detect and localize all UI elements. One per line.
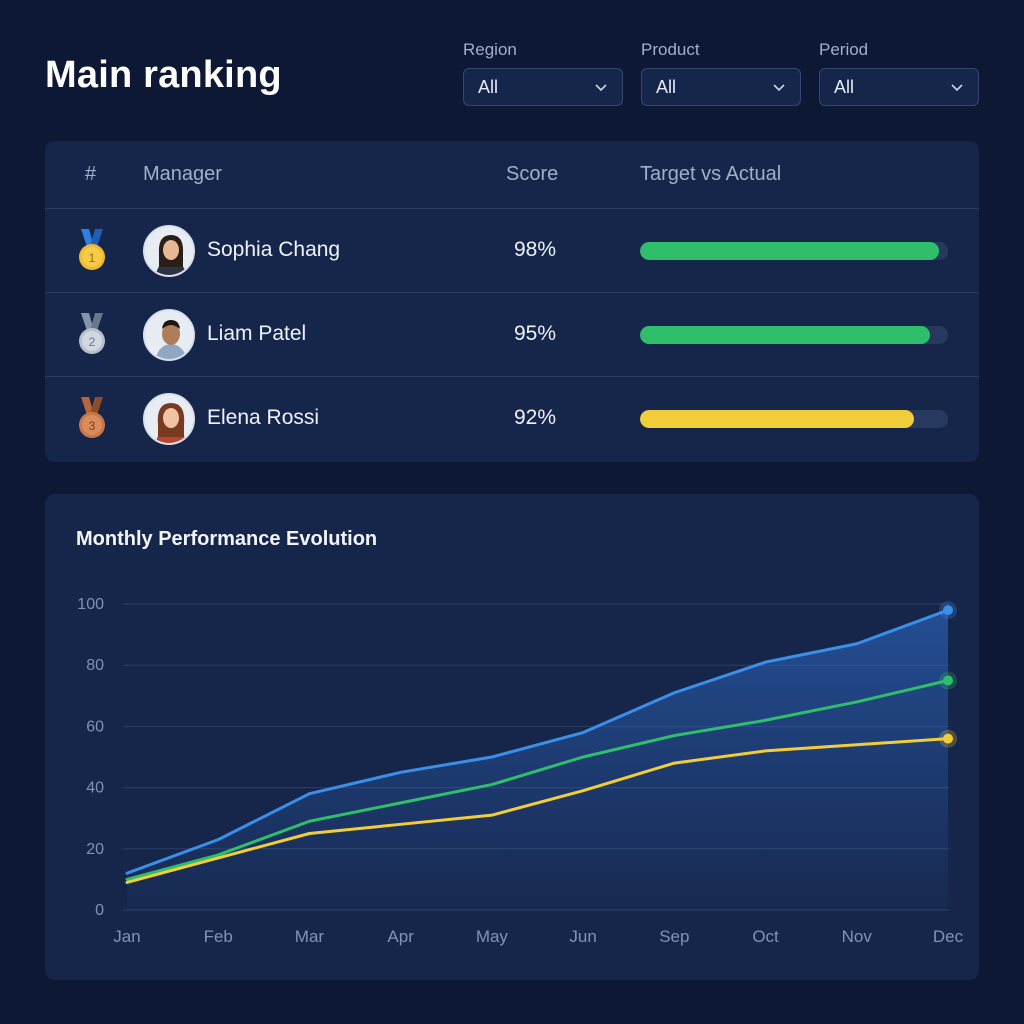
x-tick-label: Jun: [569, 927, 596, 946]
svg-text:3: 3: [89, 419, 96, 433]
avatar: [143, 225, 195, 277]
x-tick-label: Jan: [113, 927, 140, 946]
y-tick-label: 100: [77, 596, 104, 613]
y-tick-label: 40: [86, 780, 104, 797]
target-progress-fill: [640, 410, 915, 428]
target-progress-bar: [640, 326, 948, 344]
x-tick-label: Dec: [933, 927, 964, 946]
chevron-down-icon: [951, 84, 963, 92]
target-progress-fill: [640, 242, 939, 260]
page-title: Main ranking: [45, 54, 282, 96]
svg-text:1: 1: [89, 251, 96, 265]
x-tick-label: Mar: [295, 927, 325, 946]
score-column-header[interactable]: Score: [506, 163, 559, 185]
chart-title: Monthly Performance Evolution: [76, 528, 378, 550]
region-filter: Region All: [463, 40, 623, 106]
ranking-table: # Manager Score Target vs Actual 1 Sophi…: [45, 141, 979, 462]
target-progress-fill: [640, 326, 930, 344]
period-filter-label: Period: [819, 40, 869, 59]
series-area: [127, 610, 948, 910]
period-filter: Period All: [819, 40, 979, 106]
manager-name: Liam Patel: [207, 322, 307, 345]
table-row[interactable]: 2 Liam Patel 95%: [45, 293, 979, 377]
manager-column-header[interactable]: Manager: [143, 163, 222, 185]
x-tick-label: Apr: [387, 927, 414, 946]
score-value: 95%: [514, 322, 557, 345]
manager-name: Sophia Chang: [207, 238, 341, 261]
region-select-value: All: [478, 76, 499, 97]
x-tick-label: Nov: [842, 927, 873, 946]
ranking-table-header: # Manager Score Target vs Actual: [45, 141, 979, 209]
target-progress-bar: [640, 410, 948, 428]
silver-medal-icon: 2: [79, 313, 105, 354]
series-endpoint: [943, 605, 953, 616]
line-chart: 0 20 40 60 80 100 Jan Feb Mar Apr May Jun Sep Oct Nov D…: [77, 596, 964, 946]
y-tick-label: 60: [86, 718, 104, 735]
y-tick-label: 20: [86, 841, 104, 858]
table-row[interactable]: 1 Sophia Chang 98%: [45, 209, 979, 293]
product-filter: Product All: [641, 40, 801, 106]
chevron-down-icon: [595, 84, 607, 92]
manager-name: Elena Rossi: [207, 406, 320, 429]
region-select[interactable]: All: [463, 68, 623, 106]
avatar: [143, 393, 195, 445]
series-line: [125, 679, 950, 881]
score-value: 98%: [514, 238, 557, 261]
rank-column-header: #: [85, 163, 97, 185]
x-tick-label: May: [476, 927, 509, 946]
period-select-value: All: [834, 76, 855, 97]
x-tick-label: Oct: [752, 927, 779, 946]
series-endpoint: [943, 733, 953, 744]
performance-chart-panel: Monthly Performance Evolution 0 20 40 60 80 1…: [45, 494, 979, 980]
series-line: [125, 608, 950, 875]
product-filter-label: Product: [641, 40, 700, 59]
chevron-down-icon: [773, 84, 785, 92]
y-tick-label: 80: [86, 657, 104, 674]
table-row[interactable]: 3 Elena Rossi 92%: [45, 377, 979, 461]
svg-text:2: 2: [89, 335, 96, 349]
y-tick-label: 0: [95, 902, 104, 919]
region-filter-label: Region: [463, 40, 517, 59]
series-endpoint: [943, 675, 953, 686]
gold-medal-icon: 1: [79, 229, 105, 270]
target-progress-bar: [640, 242, 948, 260]
x-tick-label: Sep: [659, 927, 689, 946]
period-select[interactable]: All: [819, 68, 979, 106]
series-line: [125, 737, 950, 884]
product-select-value: All: [656, 76, 677, 97]
score-value: 92%: [514, 406, 557, 429]
x-tick-label: Feb: [204, 927, 233, 946]
product-select[interactable]: All: [641, 68, 801, 106]
avatar: [143, 309, 195, 361]
target-vs-actual-column-header[interactable]: Target vs Actual: [640, 163, 782, 185]
bronze-medal-icon: 3: [79, 397, 105, 438]
